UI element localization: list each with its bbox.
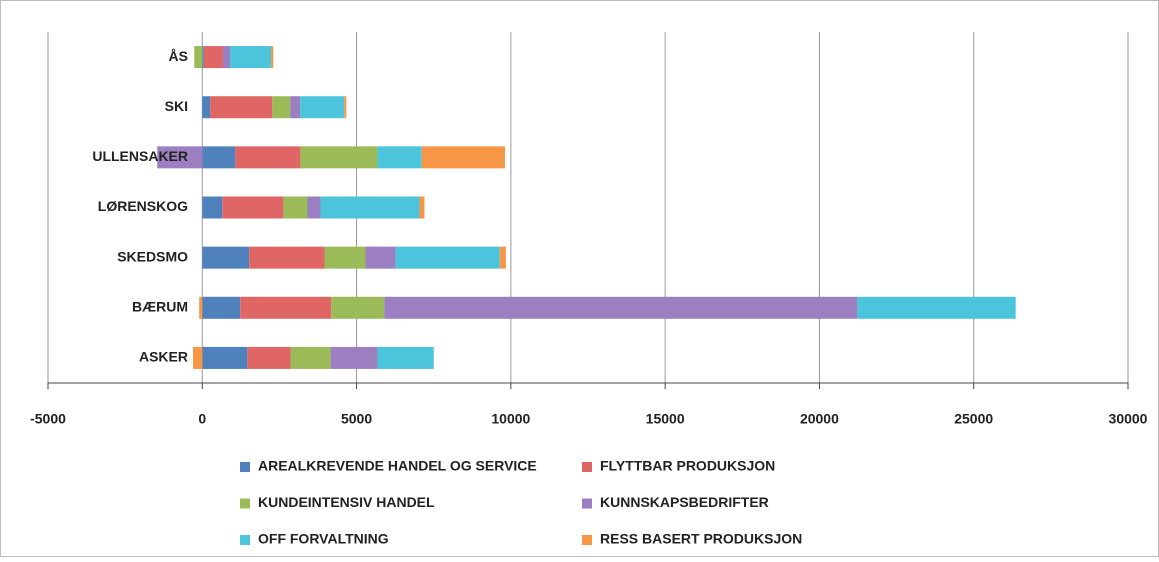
bar [202, 96, 211, 119]
bar [271, 46, 274, 69]
legend-label: AREALKREVENDE HANDEL OG SERVICE [258, 458, 537, 474]
bar [157, 146, 203, 169]
x-tick-label: 25000 [954, 411, 993, 427]
bar [222, 196, 284, 219]
legend-label: RESS BASERT PRODUKSJON [600, 531, 802, 547]
bar [421, 146, 505, 169]
bar [202, 196, 223, 219]
y-tick-label: ASKER [139, 349, 188, 365]
legend-swatch [240, 498, 250, 509]
bar [202, 346, 248, 369]
bar [499, 246, 506, 269]
bar [377, 346, 434, 369]
bar [857, 296, 1016, 319]
bar [283, 196, 308, 219]
bar [377, 146, 422, 169]
bar [202, 146, 236, 169]
legend-label: KUNDEINTENSIV HANDEL [258, 494, 435, 510]
legend-label: OFF FORVALTNING [258, 531, 389, 547]
legend-swatch [582, 535, 592, 545]
bar [249, 246, 325, 269]
bar [307, 196, 321, 219]
bar [300, 146, 378, 169]
x-tick-label: 5000 [341, 411, 372, 427]
bar [344, 96, 347, 119]
bar [194, 46, 203, 69]
bar [331, 296, 385, 319]
legend-swatch [582, 462, 592, 472]
legend-swatch [582, 498, 592, 509]
bar [230, 46, 272, 69]
bar [222, 46, 231, 69]
x-tick-label: 30000 [1109, 411, 1148, 427]
bar [202, 46, 204, 69]
legend-swatch [240, 535, 250, 545]
bar [272, 96, 291, 119]
bar [247, 346, 291, 369]
bar [365, 246, 396, 269]
y-tick-label: ULLENSAKER [92, 148, 188, 164]
bar [290, 346, 331, 369]
x-tick-label: 10000 [491, 411, 530, 427]
bar [193, 346, 203, 369]
bar [330, 346, 378, 369]
bar [300, 96, 345, 119]
bar [324, 246, 366, 269]
bar [203, 46, 223, 69]
bar [199, 296, 203, 319]
y-tick-label: SKI [165, 98, 188, 114]
bar [419, 196, 425, 219]
legend-label: KUNNSKAPSBEDRIFTER [600, 494, 769, 510]
y-tick-label: ÅS [169, 48, 188, 64]
x-tick-label: -5000 [30, 411, 66, 427]
x-tick-label: 15000 [646, 411, 685, 427]
x-tick-label: 20000 [800, 411, 839, 427]
bar [202, 246, 250, 269]
legend-swatch [240, 462, 250, 472]
y-tick-label: BÆRUM [132, 298, 188, 314]
bar [290, 96, 301, 119]
legend-label: FLYTTBAR PRODUKSJON [600, 458, 775, 474]
bar [320, 196, 420, 219]
bar [395, 246, 500, 269]
bar [384, 296, 858, 319]
y-tick-label: SKEDSMO [117, 248, 188, 264]
bar [235, 146, 301, 169]
bar [202, 296, 241, 319]
bar [210, 96, 273, 119]
y-tick-label: LØRENSKOG [98, 198, 188, 214]
bar [240, 296, 332, 319]
x-tick-label: 0 [198, 411, 206, 427]
